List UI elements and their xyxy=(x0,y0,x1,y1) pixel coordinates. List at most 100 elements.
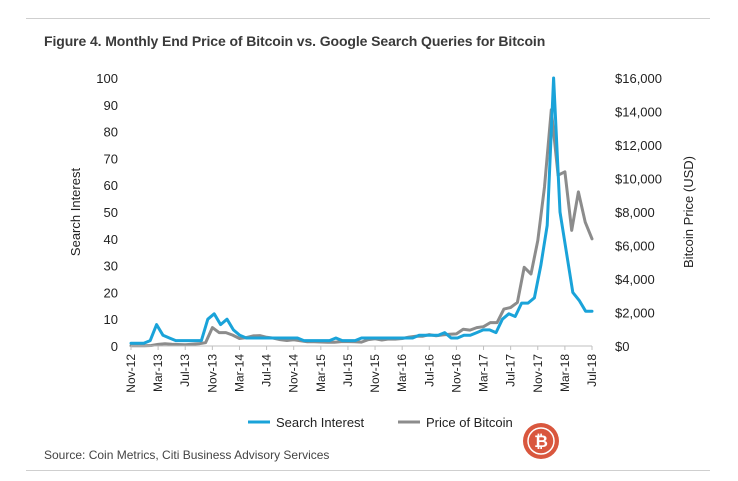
data-point-price xyxy=(591,238,593,240)
data-point-search xyxy=(424,334,427,337)
data-point-search xyxy=(136,342,139,345)
data-point-price xyxy=(509,306,512,309)
x-tick-label: Mar-16 xyxy=(395,354,409,392)
data-point-search xyxy=(463,334,465,337)
y-tick-label: 80 xyxy=(104,125,118,140)
data-point-price xyxy=(381,339,383,341)
data-point-search xyxy=(520,302,523,304)
data-point-search xyxy=(335,337,337,339)
data-point-search xyxy=(527,302,529,304)
y-tick-label: 90 xyxy=(104,98,118,113)
x-tick-label: Mar-14 xyxy=(232,354,246,392)
data-point-price xyxy=(462,328,464,331)
y-tick-label: 0 xyxy=(111,339,118,354)
data-point-price xyxy=(489,321,492,324)
x-tick-label: Nov-15 xyxy=(368,354,382,393)
data-point-search xyxy=(533,296,536,299)
chart-source: Source: Coin Metrics, Citi Business Advi… xyxy=(44,448,330,462)
data-point-search xyxy=(546,224,548,227)
x-tick-label: Jul-14 xyxy=(260,354,274,387)
data-point-search xyxy=(130,342,132,345)
data-point-price xyxy=(218,331,220,334)
data-point-search xyxy=(213,313,216,315)
data-point-search xyxy=(482,329,484,331)
series-line-price xyxy=(129,108,594,348)
series-line-search xyxy=(129,76,594,345)
x-tick-label: Nov-14 xyxy=(287,354,301,393)
y2-tick-label: $6,000 xyxy=(615,239,655,254)
data-point-search xyxy=(578,299,580,302)
data-point-search xyxy=(379,337,382,339)
data-point-search xyxy=(591,310,593,312)
data-point-price xyxy=(211,326,214,329)
data-point-price xyxy=(536,239,539,242)
data-point-search xyxy=(354,339,356,342)
y-tick-label: 10 xyxy=(104,312,118,327)
data-point-search xyxy=(507,313,510,315)
data-point-search xyxy=(565,251,568,253)
data-point-search xyxy=(264,337,267,339)
data-point-search xyxy=(450,337,452,339)
data-point-search xyxy=(443,331,446,334)
data-point-search xyxy=(283,337,286,339)
data-point-search xyxy=(347,339,350,342)
data-point-price xyxy=(204,341,207,344)
data-point-price xyxy=(170,343,173,346)
y2-tick-label: $14,000 xyxy=(615,105,662,120)
x-tick-label: Mar-18 xyxy=(558,354,572,392)
data-point-search xyxy=(456,337,459,339)
data-point-search xyxy=(315,339,318,342)
y-tick-label: 70 xyxy=(104,151,118,166)
data-point-search xyxy=(501,318,504,321)
data-point-search xyxy=(322,339,324,342)
x-tick-label: Nov-17 xyxy=(531,354,545,393)
data-point-search xyxy=(418,334,420,337)
x-tick-label: Jul-16 xyxy=(422,354,436,387)
svg-text:₿: ₿ xyxy=(534,432,548,452)
data-point-search xyxy=(552,77,555,79)
data-point-search xyxy=(290,337,292,339)
data-point-search xyxy=(437,334,440,337)
data-point-search xyxy=(431,334,433,337)
data-point-search xyxy=(149,339,152,342)
data-point-price xyxy=(238,337,241,340)
data-point-search xyxy=(495,331,497,334)
data-point-price xyxy=(184,344,187,346)
x-tick-label: Jul-13 xyxy=(178,354,192,387)
data-point-search xyxy=(239,334,241,337)
bottom-rule xyxy=(26,470,710,471)
y2-tick-label: $8,000 xyxy=(615,205,655,220)
data-point-search xyxy=(328,339,331,342)
data-point-search xyxy=(488,329,491,331)
data-point-search xyxy=(232,329,235,331)
data-point-search xyxy=(373,337,376,339)
y-tick-label: 30 xyxy=(104,259,118,274)
data-point-search xyxy=(360,337,363,339)
data-point-price xyxy=(543,186,546,188)
data-point-price xyxy=(469,329,471,331)
data-point-search xyxy=(258,337,260,339)
data-point-price xyxy=(564,171,566,173)
data-point-search xyxy=(475,331,478,334)
x-tick-label: Mar-15 xyxy=(314,354,328,392)
data-point-price xyxy=(177,343,180,346)
y2-axis-title: Bitcoin Price (USD) xyxy=(681,156,696,268)
data-point-search xyxy=(219,323,222,326)
data-point-price xyxy=(482,325,485,328)
y2-tick-label: $2,000 xyxy=(615,306,655,321)
data-point-search xyxy=(162,334,164,337)
data-point-price xyxy=(523,266,526,269)
data-point-search xyxy=(399,337,401,339)
data-point-price xyxy=(530,273,532,275)
data-point-search xyxy=(571,291,574,294)
data-point-price xyxy=(286,339,288,342)
data-point-search xyxy=(584,310,587,312)
x-tick-label: Mar-13 xyxy=(151,354,165,392)
data-point-search xyxy=(200,339,203,342)
data-point-price xyxy=(197,343,200,345)
data-point-search xyxy=(277,337,280,339)
data-point-price xyxy=(570,229,573,232)
x-tick-label: Jul-17 xyxy=(504,354,518,387)
data-point-search xyxy=(303,339,305,342)
